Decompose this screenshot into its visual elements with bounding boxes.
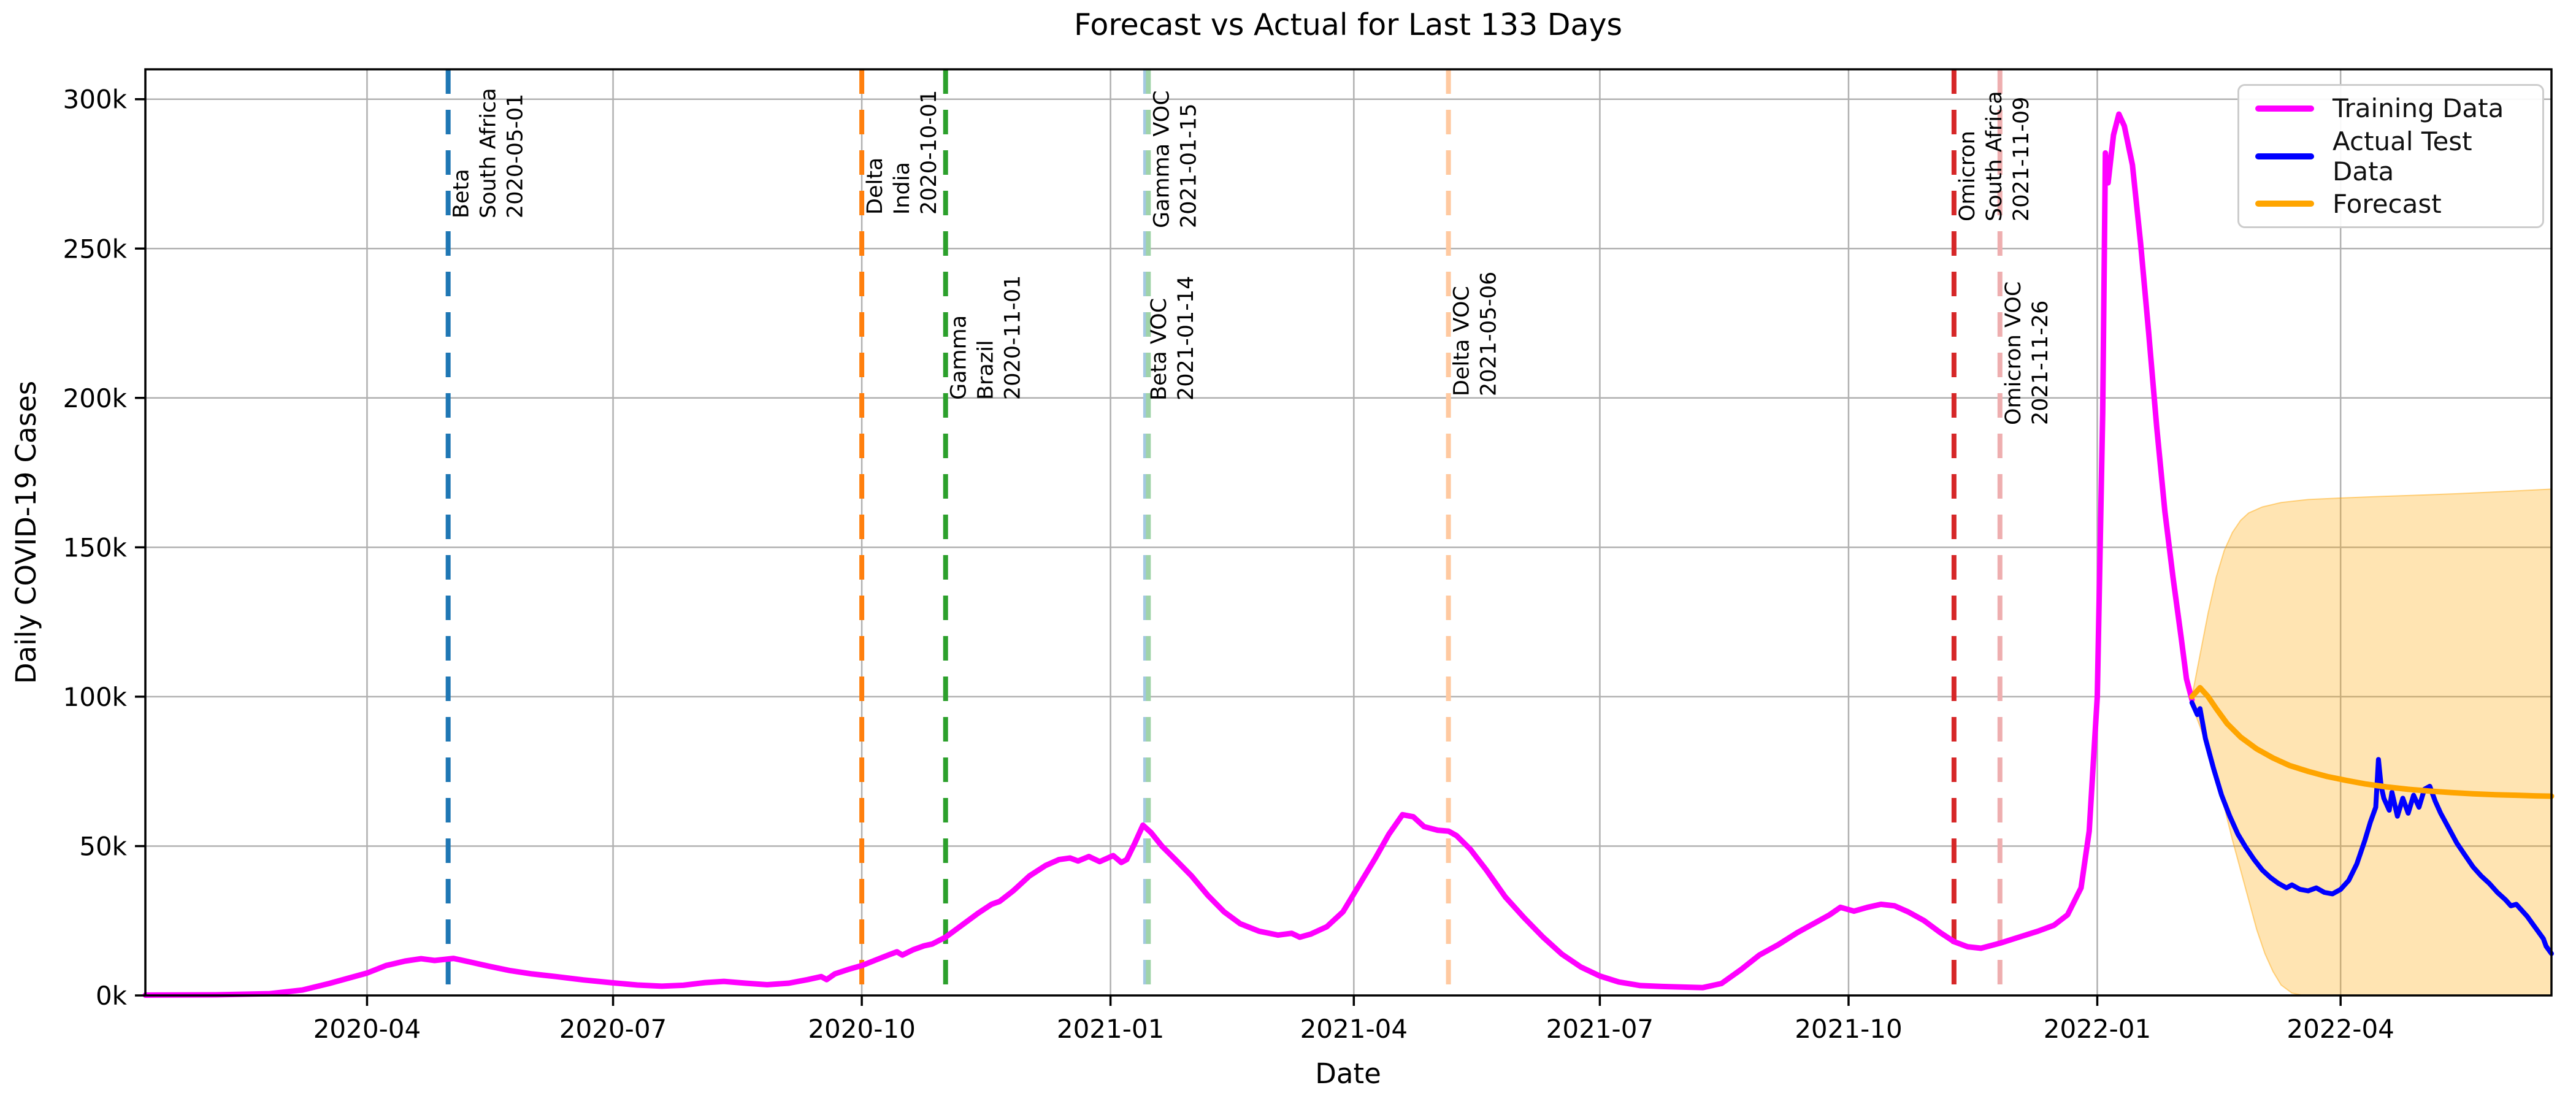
event-annotation-line: Beta VOC [1147, 298, 1171, 401]
legend-entry-forecast: Forecast [2255, 189, 2536, 219]
event-annotation-line: 2021-01-14 [1174, 276, 1198, 401]
event-annotation-line: Gamma VOC [1149, 90, 1174, 228]
y-tick-label: 250k [63, 234, 128, 264]
y-tick-label: 0k [96, 981, 128, 1011]
actual-line-swatch [2255, 153, 2314, 159]
event-annotation-line: 2021-01-15 [1176, 104, 1201, 228]
ann-layer: Beta South Africa 2020-05-01 Delta India 2020… [450, 88, 2053, 425]
event-annotation-line: 2021-11-26 [2028, 301, 2053, 425]
forecast-line-swatch [2255, 201, 2314, 207]
generated-chart-layers: 2020-04 2020-07 2020-10 2021-01 2021-04 2021-… [63, 68, 2555, 1044]
legend-label-forecast: Forecast [2333, 188, 2442, 219]
legend-entry-training: Training Data [2255, 93, 2536, 123]
event-annotation-line: Omicron [1955, 131, 1980, 221]
event-annotation-line: 2020-10-01 [917, 90, 941, 215]
forecast-line [2189, 684, 2555, 799]
lines-layer [142, 111, 2555, 998]
y-tick-label: 200k [63, 383, 128, 413]
x-tick-label: 2021-07 [1546, 1014, 1654, 1044]
event-annotation-line: Brazil [974, 340, 999, 400]
event-annotation-line: 2021-05-06 [1477, 272, 1501, 396]
x-tick-label: 2020-10 [808, 1014, 916, 1044]
x-tick-label: 2020-07 [559, 1014, 667, 1044]
x-tick-label: 2021-04 [1300, 1014, 1408, 1044]
legend-label-training: Training Data [2333, 93, 2504, 124]
event-annotation-line: Beta [450, 169, 474, 218]
legend-entry-actual: Actual Test Data [2255, 126, 2536, 186]
x-tick-label: 2021-01 [1057, 1014, 1165, 1044]
event-annotation-line: South Africa [1982, 91, 2007, 221]
axes-layer: 2020-04 2020-07 2020-10 2021-01 2021-04 2021-… [63, 68, 2553, 1044]
event-annotation-line: 2020-05-01 [504, 94, 528, 218]
y-tick-label: 50k [79, 831, 127, 861]
event-annotation-line: Delta VOC [1450, 286, 1474, 396]
x-tick-label: 2020-04 [313, 1014, 421, 1044]
chart-title: Forecast vs Actual for Last 133 Days [1074, 7, 1622, 42]
y-axis-label: Daily COVID-19 Cases [10, 381, 42, 684]
event-annotation-line: South Africa [477, 88, 501, 218]
events-layer [445, 69, 2003, 995]
x-tick-label: 2022-04 [2287, 1014, 2394, 1044]
event-annotation-line: 2020-11-01 [1001, 275, 1025, 400]
y-tick-label: 100k [63, 682, 128, 712]
y-tick-label: 300k [63, 85, 128, 115]
event-annotation-line: Delta [863, 158, 887, 215]
train-line [142, 111, 2195, 998]
y-tick-label: 150k [63, 532, 128, 562]
event-annotation-line: Gamma [947, 315, 972, 400]
x-tick-label: 2021-10 [1795, 1014, 1903, 1044]
event-annotation-line: India [890, 162, 914, 215]
legend: Training Data Actual Test Data Forecast [2237, 84, 2544, 228]
plot-spines [144, 68, 2553, 997]
event-annotation-line: 2021-11-09 [2009, 97, 2034, 221]
test-line [2189, 700, 2554, 956]
event-annotation-line: Omicron VOC [2001, 282, 2026, 425]
x-tick-label: 2022-01 [2044, 1014, 2152, 1044]
training-line-swatch [2255, 105, 2314, 112]
x-axis-label: Date [1315, 1057, 1381, 1090]
legend-label-actual: Actual Test Data [2333, 126, 2472, 186]
